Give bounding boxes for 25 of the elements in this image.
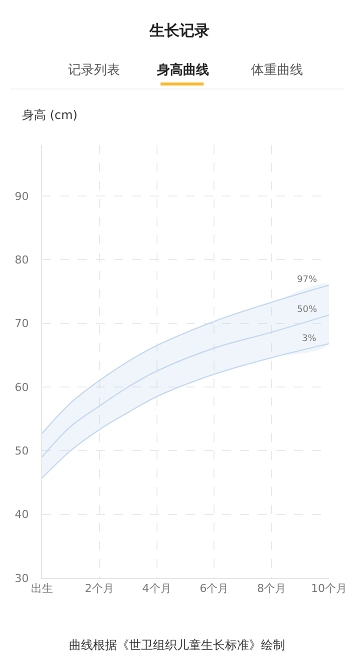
x-tick-label: 8个月 bbox=[257, 582, 286, 596]
y-tick-label: 80 bbox=[14, 253, 29, 266]
series-label: 50% bbox=[297, 305, 318, 315]
y-tick-label: 40 bbox=[14, 508, 29, 522]
x-tick-label: 4个月 bbox=[142, 582, 172, 596]
x-tick-label: 10个月 bbox=[311, 582, 347, 596]
x-tick-label: 2个月 bbox=[84, 582, 114, 596]
y-tick-label: 30 bbox=[14, 572, 29, 585]
text: 体重曲线 bbox=[251, 63, 303, 78]
line-series bbox=[42, 343, 329, 479]
text: 记录列表 bbox=[68, 63, 120, 78]
series-label: 3% bbox=[302, 334, 317, 344]
y-axis-title: 身高 (cm) bbox=[22, 108, 78, 122]
y-tick-label: 50 bbox=[14, 444, 29, 458]
chart-title: 生长记录 bbox=[148, 21, 210, 40]
text: 身高曲线 bbox=[156, 62, 209, 78]
y-tick-label: 70 bbox=[14, 317, 29, 330]
y-tick-label: 90 bbox=[14, 190, 29, 203]
line-series bbox=[42, 314, 329, 458]
line-series bbox=[42, 284, 329, 434]
series-label: 97% bbox=[297, 275, 318, 285]
y-tick-label: 60 bbox=[14, 380, 29, 394]
x-tick-label: 出生 bbox=[31, 582, 53, 596]
x-tick-label: 6个月 bbox=[200, 582, 229, 596]
text: 曲线根据《世卫组织儿童生长标准》绘制 bbox=[69, 638, 285, 652]
